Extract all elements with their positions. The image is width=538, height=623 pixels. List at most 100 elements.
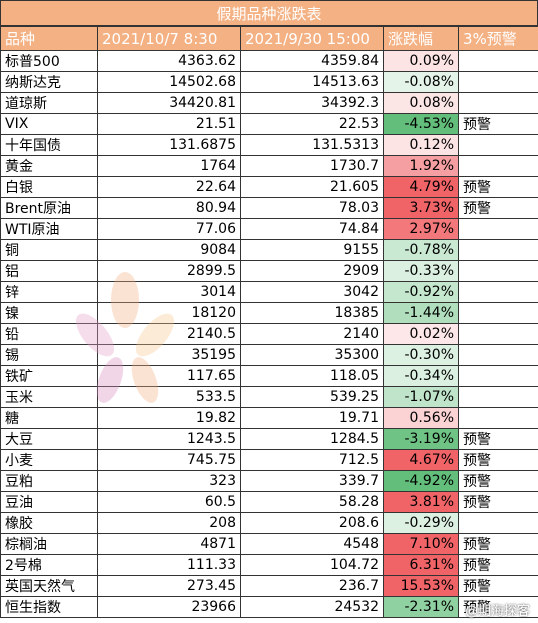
table-cell: 3042 [240,281,384,303]
table-cell: 14502.68 [97,71,241,93]
table-cell: 323 [97,470,241,492]
table-cell: 712.5 [240,449,384,471]
table-cell: 131.5313 [240,134,384,156]
table-row: 道琼斯 34420.81 34392.3 0.08% [0,92,538,114]
table-cell: 白银 [0,176,98,198]
change-cell: -4.53% [383,113,459,135]
change-cell: 6.31% [383,554,459,576]
table-cell: 橡胶 [0,512,98,534]
alert-cell [458,281,538,303]
change-cell: 0.12% [383,134,459,156]
alert-cell [458,260,538,282]
table-title: 假期品种涨跌表 [0,0,538,26]
change-cell: 15.53% [383,575,459,597]
table-cell: 铝 [0,260,98,282]
table-cell: 58.28 [240,491,384,513]
change-cell: -0.08% [383,71,459,93]
table-cell: 2号棉 [0,554,98,576]
table-cell: 2909 [240,260,384,282]
alert-cell: 预警 [458,596,538,618]
table-row: 糖 19.82 19.71 0.56% [0,407,538,429]
table-cell: 铜 [0,239,98,261]
alert-cell [458,239,538,261]
watermark: @期海探客 [464,604,530,619]
alert-cell [458,155,538,177]
table-cell: 19.82 [97,407,241,429]
change-cell: 0.56% [383,407,459,429]
table-body: 标普500 4363.62 4359.84 0.09% 纳斯达克 14502.68 1451… [0,50,538,618]
table-cell: 铁矿 [0,365,98,387]
table-row: 标普500 4363.62 4359.84 0.09% [0,50,538,72]
table-cell: 34392.3 [240,92,384,114]
table-row: 玉米 533.5 539.25 -1.07% [0,386,538,408]
table-cell: VIX [0,113,98,135]
table-cell: 18120 [97,302,241,324]
table-cell: 十年国债 [0,134,98,156]
table-cell: 117.65 [97,365,241,387]
table-cell: 21.605 [240,176,384,198]
table-row: 棕榈油 4871 4548 7.10% 预警 [0,533,538,555]
table-row: 小麦 745.75 712.5 4.67% 预警 [0,449,538,471]
change-cell: -0.29% [383,512,459,534]
table-row: Brent原油 80.94 78.03 3.73% 预警 [0,197,538,219]
table-cell: 539.25 [240,386,384,408]
table-cell: 纳斯达克 [0,71,98,93]
table-cell: 3014 [97,281,241,303]
column-header: 2021/9/30 15:00 [240,26,384,51]
table-row: 恒生指数 23966 24532 -2.31% 预警 [0,596,538,618]
table-cell: 208.6 [240,512,384,534]
table-cell: 104.72 [240,554,384,576]
table-cell: 恒生指数 [0,596,98,618]
table-cell: 2140.5 [97,323,241,345]
table-cell: 9155 [240,239,384,261]
alert-cell: 预警 [458,449,538,471]
change-cell: 1.92% [383,155,459,177]
table-cell: 131.6875 [97,134,241,156]
change-cell: -0.78% [383,239,459,261]
alert-cell: 预警 [458,428,538,450]
table-row: 锡 35195 35300 -0.30% [0,344,538,366]
table-cell: 英国天然气 [0,575,98,597]
table-row: 铝 2899.5 2909 -0.33% [0,260,538,282]
table-cell: 2899.5 [97,260,241,282]
table-cell: 4363.62 [97,50,241,72]
table-row: 白银 22.64 21.605 4.79% 预警 [0,176,538,198]
table-cell: 锡 [0,344,98,366]
column-header: 2021/10/7 8:30 [97,26,241,51]
table-row: 纳斯达克 14502.68 14513.63 -0.08% [0,71,538,93]
table-cell: 1764 [97,155,241,177]
change-cell: -1.44% [383,302,459,324]
table-cell: 豆粕 [0,470,98,492]
change-cell: -0.34% [383,365,459,387]
table-cell: 小麦 [0,449,98,471]
table-row: 镍 18120 18385 -1.44% [0,302,538,324]
alert-cell [458,302,538,324]
table-cell: 铅 [0,323,98,345]
table-cell: 镍 [0,302,98,324]
alert-cell [458,344,538,366]
table-cell: 4548 [240,533,384,555]
table-cell: 9084 [97,239,241,261]
change-cell: -2.31% [383,596,459,618]
table-cell: 236.7 [240,575,384,597]
table-row: WTI原油 77.06 74.84 2.97% [0,218,538,240]
table-cell: 74.84 [240,218,384,240]
table-cell: 533.5 [97,386,241,408]
table-row: 豆粕 323 339.7 -4.92% 预警 [0,470,538,492]
alert-cell [458,407,538,429]
table-cell: 273.45 [97,575,241,597]
table-row: 铜 9084 9155 -0.78% [0,239,538,261]
table-row: 橡胶 208 208.6 -0.29% [0,512,538,534]
table-cell: 208 [97,512,241,534]
table-cell: 34420.81 [97,92,241,114]
table-cell: 1243.5 [97,428,241,450]
change-cell: 0.02% [383,323,459,345]
table-cell: WTI原油 [0,218,98,240]
alert-cell: 预警 [458,197,538,219]
table-cell: 4871 [97,533,241,555]
alert-cell [458,134,538,156]
table-cell: 80.94 [97,197,241,219]
table-cell: 745.75 [97,449,241,471]
table-cell: 35195 [97,344,241,366]
